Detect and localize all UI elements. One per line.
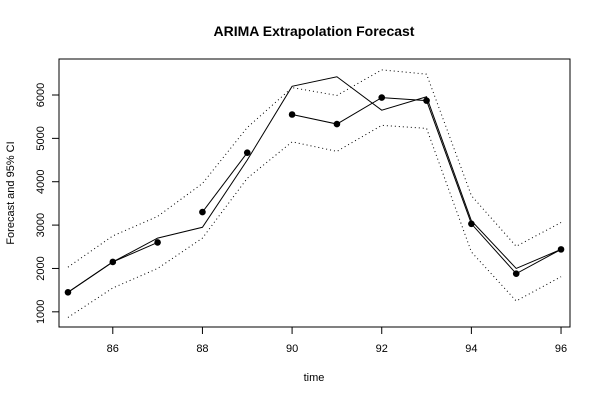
y-tick-label: 4000	[35, 169, 47, 193]
y-tick-label: 1000	[35, 300, 47, 324]
actual-line	[67, 76, 562, 293]
forecast-point	[199, 208, 206, 216]
lower-95-line	[67, 124, 562, 318]
series-layer	[64, 69, 565, 318]
x-tick-label: 96	[555, 343, 567, 355]
x-axis: 86 88 90 92 94 96	[107, 326, 567, 355]
chart-title: ARIMA Extrapolation Forecast	[214, 23, 415, 39]
x-tick-label: 92	[376, 343, 388, 355]
x-tick-label: 94	[465, 343, 477, 355]
x-tick-label: 88	[196, 343, 208, 355]
plot-area-frame	[58, 58, 571, 328]
forecast-point	[468, 220, 475, 228]
forecast-point	[378, 94, 386, 101]
forecast-point	[423, 97, 430, 104]
x-tick-label: 86	[107, 343, 119, 355]
forecast-point	[288, 111, 296, 118]
x-tick-label: 90	[286, 343, 298, 355]
y-axis: 1000 2000 3000 4000 5000 6000	[35, 83, 60, 324]
forecast-point	[243, 149, 251, 156]
forecast-point	[333, 120, 341, 128]
forecast-point	[154, 239, 161, 246]
x-axis-label: time	[304, 372, 325, 384]
y-tick-label: 3000	[35, 213, 47, 237]
forecast-line-segment	[291, 97, 562, 275]
series-forecast	[64, 94, 565, 296]
series-actual	[67, 76, 562, 293]
forecast-line-segment	[202, 152, 248, 213]
forecast-line-segment	[67, 241, 158, 293]
y-tick-label: 2000	[35, 256, 47, 280]
forecast-point	[109, 258, 117, 266]
y-axis-label: Forecast and 95% CI	[5, 141, 17, 244]
forecast-point	[64, 289, 72, 296]
y-tick-label: 6000	[35, 83, 47, 107]
forecast-point	[557, 246, 565, 253]
y-tick-label: 5000	[35, 126, 47, 150]
forecast-point	[512, 270, 520, 277]
series-lower-95	[67, 124, 562, 318]
